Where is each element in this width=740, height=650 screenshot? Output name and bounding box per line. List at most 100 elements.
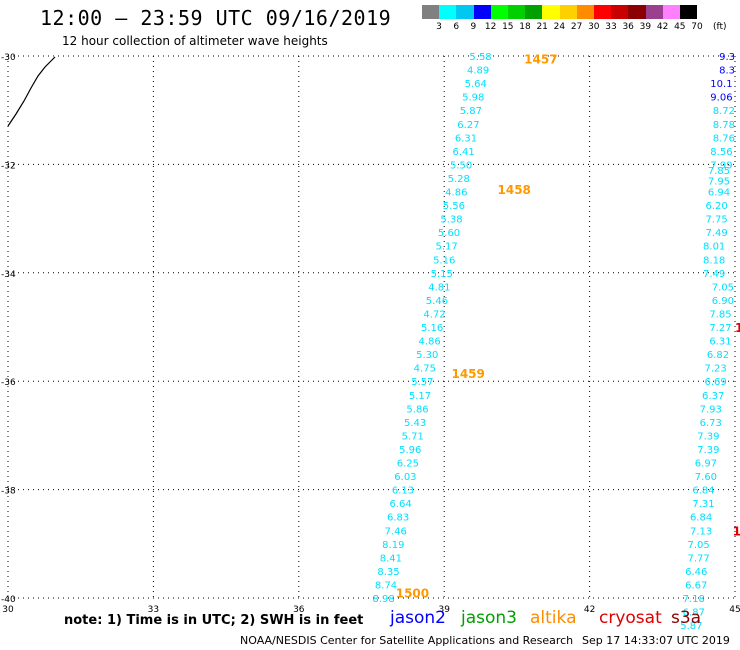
- swh-value: 6.31: [455, 133, 477, 144]
- legend-swatch: [456, 5, 474, 19]
- swh-value: 5.16: [421, 323, 443, 334]
- swh-value: 6.90: [712, 296, 734, 307]
- legend-label: 24: [553, 22, 566, 32]
- swh-value: 6.94: [708, 188, 730, 199]
- swh-value: 8.72: [713, 106, 735, 117]
- legend-label: 9: [470, 22, 477, 32]
- swh-value: 5.50: [450, 160, 472, 171]
- legend-label: 3: [436, 22, 442, 32]
- swh-value: 7.27: [709, 323, 731, 334]
- lon-label: 30: [2, 605, 14, 615]
- swh-value: 7.77: [688, 553, 710, 564]
- swh-value: 6.84: [692, 486, 714, 497]
- swh-value: 4.86: [445, 188, 467, 199]
- legend-swatch: [611, 5, 629, 19]
- swh-value: 8.19: [382, 540, 404, 551]
- swh-value: 6.46: [685, 567, 707, 578]
- swh-value: 6.83: [387, 513, 409, 524]
- swh-value: 7.13: [690, 526, 712, 537]
- swh-value: 6.87: [683, 608, 705, 619]
- legend-label: 6: [453, 22, 460, 32]
- legend-swatch: [628, 5, 646, 19]
- swh-value: 7.85: [708, 166, 730, 177]
- lat-label: -40: [1, 595, 16, 605]
- swh-value: 8.56: [710, 147, 732, 158]
- legend-label: 27: [570, 22, 583, 32]
- swh-value: 7.05: [712, 282, 734, 293]
- swh-value: 4.72: [423, 309, 445, 320]
- swh-value: 6.82: [707, 350, 729, 361]
- satellite-label-jason2: jason2: [390, 608, 446, 628]
- swh-value: 8.3: [719, 66, 735, 77]
- swh-value: 6.69: [704, 377, 726, 388]
- swh-value: 7.05: [688, 540, 710, 551]
- legend-label: 18: [519, 22, 531, 32]
- legend-label: 30: [588, 22, 600, 32]
- legend-swatch: [422, 5, 440, 19]
- legend-label: 42: [656, 22, 669, 32]
- swh-value: 5.98: [462, 93, 484, 104]
- swh-value: 9.06: [710, 93, 732, 104]
- time-label: 1203: [733, 524, 740, 538]
- swh-value: 10.1: [710, 79, 732, 90]
- lat-label: -30: [1, 53, 16, 63]
- swh-value: 7.18: [683, 594, 705, 605]
- swh-value: 5.58: [469, 52, 491, 63]
- swh-value: 6.97: [695, 459, 717, 470]
- lon-label: 45: [729, 605, 740, 615]
- time-label: 1: [735, 321, 740, 335]
- timestamp-text: Sep 17 14:33:07 UTC 2019: [582, 634, 730, 647]
- legend-swatch: [525, 5, 543, 19]
- time-label: 1459: [451, 367, 484, 381]
- swh-value: 6.67: [685, 580, 707, 591]
- legend-swatch: [559, 5, 577, 19]
- time-label: 1500: [396, 587, 429, 601]
- swh-value: 5.17: [435, 242, 457, 253]
- legend-unit: (ft): [713, 22, 727, 32]
- swh-value: 5.16: [433, 255, 455, 266]
- swh-value: 6.20: [705, 201, 727, 212]
- swh-value: 6.64: [389, 499, 411, 510]
- swh-value: 5.43: [404, 418, 426, 429]
- legend-label: 21: [536, 22, 548, 32]
- legend-label: 12: [484, 22, 497, 32]
- swh-value: 6.31: [709, 337, 731, 348]
- legend-swatch: [662, 5, 680, 19]
- legend-swatch: [645, 5, 663, 19]
- swh-value: 6.41: [452, 147, 474, 158]
- swh-value: 5.60: [438, 228, 460, 239]
- credit-text: NOAA/NESDIS Center for Satellite Applica…: [240, 634, 574, 647]
- swh-value: 5.57: [411, 377, 433, 388]
- swh-value: 7.95: [708, 177, 730, 188]
- legend-label: 36: [622, 22, 634, 32]
- satellite-label-cryosat: cryosat: [599, 608, 662, 628]
- swh-value: 5.28: [448, 174, 470, 185]
- lat-label: -34: [1, 270, 16, 280]
- swh-value: 6.37: [702, 391, 724, 402]
- swh-value: 6.25: [397, 459, 419, 470]
- swh-value: 4.75: [414, 364, 436, 375]
- swh-value: 7.39: [697, 431, 719, 442]
- swh-value: 8.01: [703, 242, 725, 253]
- lon-label: 33: [148, 605, 159, 615]
- swh-value: 5.87: [460, 106, 482, 117]
- legend-swatch: [594, 5, 612, 19]
- swh-value: 8.18: [703, 255, 725, 266]
- coastline: [7, 56, 56, 127]
- swh-value: 7.49: [703, 269, 725, 280]
- swh-value: 5.38: [440, 215, 462, 226]
- swh-value: 6.27: [457, 120, 479, 131]
- swh-value: 5.87: [680, 621, 702, 632]
- swh-value: 6.73: [700, 418, 722, 429]
- swh-value: 7.93: [700, 404, 722, 415]
- lat-label: -38: [1, 487, 16, 497]
- legend-label: 33: [605, 22, 617, 32]
- swh-value: 8.41: [380, 553, 402, 564]
- swh-value: 7.39: [697, 445, 719, 456]
- swh-value: 7.75: [705, 215, 727, 226]
- header-subtitle: 12 hour collection of altimeter wave hei…: [62, 34, 328, 48]
- swh-value: 7.31: [692, 499, 714, 510]
- legend-label: 70: [691, 22, 703, 32]
- swh-value: 7.23: [704, 364, 726, 375]
- lon-label: 42: [584, 605, 595, 615]
